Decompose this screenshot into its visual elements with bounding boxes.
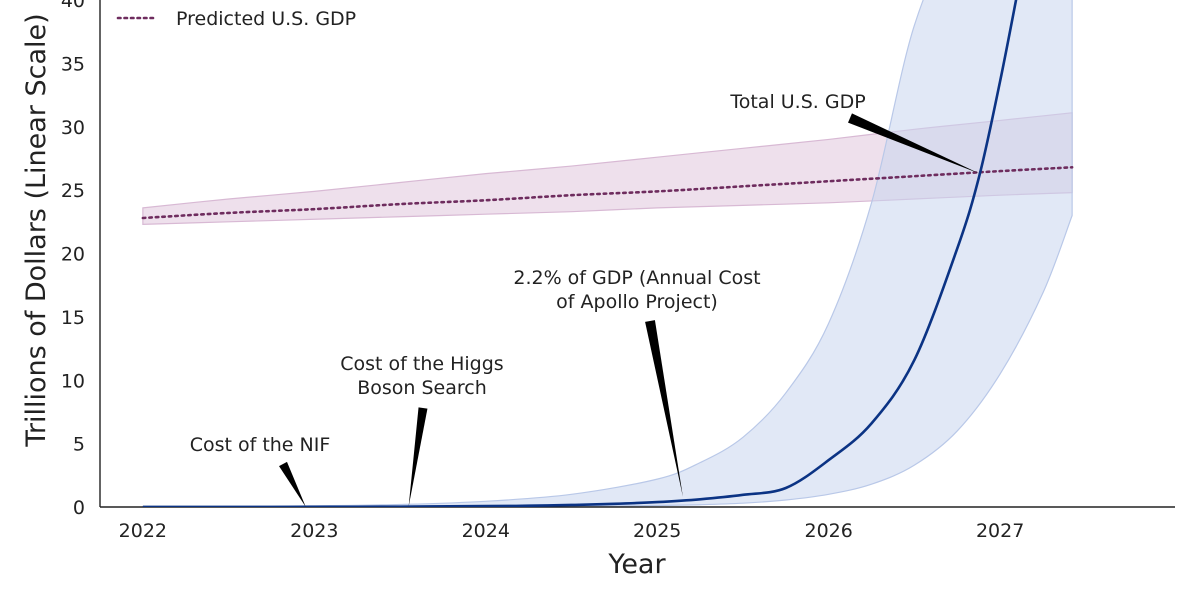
annotation-label: 2.2% of GDP (Annual Cost of Apollo Projec… (513, 267, 760, 313)
annotation-label: Total U.S. GDP (729, 91, 865, 113)
annotation-label: Cost of the Higgs Boson Search (340, 353, 503, 399)
y-axis-title: Trillions of Dollars (Linear Scale) (21, 13, 52, 447)
series-line-cost (142, 0, 1018, 507)
y-tick-label: 35 (61, 53, 85, 75)
x-tick-label: 2025 (633, 520, 681, 542)
y-tick-label: 10 (61, 370, 85, 392)
annotation-arrow (645, 320, 683, 497)
legend-label-predicted-gdp: Predicted U.S. GDP (176, 8, 356, 30)
annotation-arrow (848, 113, 980, 174)
legend: Predicted U.S. GDP (116, 8, 356, 30)
annotation-label: Cost of the NIF (190, 434, 331, 456)
annotation-arrow (408, 407, 428, 507)
y-tick-label: 40 (61, 0, 85, 12)
cost-confidence-band (142, 0, 1073, 507)
confidence-bands (142, 0, 1073, 507)
x-tick-label: 2027 (976, 520, 1024, 542)
x-tick-label: 2026 (804, 520, 852, 542)
y-tick-label: 30 (61, 117, 85, 139)
y-tick-label: 20 (61, 244, 85, 266)
x-tick-label: 2024 (462, 520, 510, 542)
y-tick-label: 5 (73, 434, 85, 456)
series-line-predicted-gdp (141, 166, 1074, 220)
annotation-arrow (279, 461, 306, 507)
x-tick-label: 2023 (290, 520, 338, 542)
y-tick-label: 25 (61, 180, 85, 202)
x-axis-title: Year (607, 549, 666, 580)
y-tick-label: 0 (73, 497, 85, 519)
y-tick-label: 15 (61, 307, 85, 329)
series-lines (141, 0, 1074, 507)
x-tick-label: 2022 (119, 520, 167, 542)
annotations: Cost of the NIF Cost of the Higgs Boson Se… (190, 91, 980, 507)
